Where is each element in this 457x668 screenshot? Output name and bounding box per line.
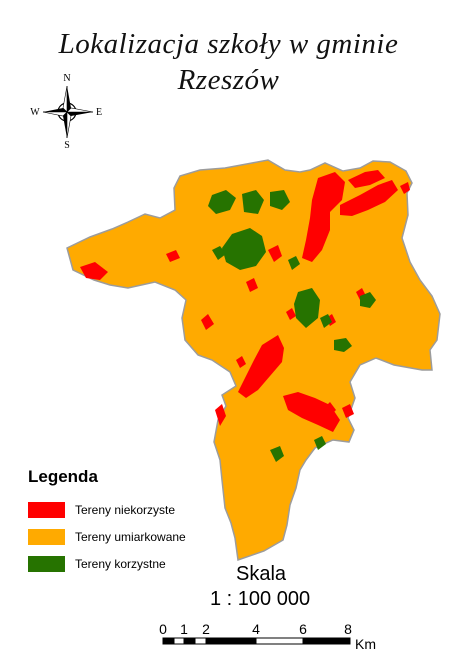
- scale-title: Skala: [236, 563, 287, 585]
- legend-label-favorable: Tereny korzystne: [75, 557, 166, 571]
- compass-w-label: W: [30, 107, 40, 118]
- legend-swatch-favorable: [28, 556, 65, 572]
- legend-label-unfavorable: Tereny niekorzyste: [75, 503, 176, 517]
- scale-tick-1: 1: [180, 621, 188, 637]
- compass-e-label: E: [96, 107, 102, 118]
- scale-tick-0: 0: [159, 621, 167, 637]
- compass-rose-icon: N S W E: [30, 73, 102, 150]
- scale-unit: Km: [355, 636, 376, 652]
- municipality-area: [66, 159, 441, 562]
- map-title-line-2: Rzeszów: [177, 64, 280, 96]
- legend-swatch-unfavorable: [28, 502, 65, 518]
- favorable-areas: [208, 190, 376, 462]
- legend-title: Legenda: [28, 467, 98, 486]
- legend-label-moderate: Tereny umiarkowane: [75, 530, 186, 544]
- compass-n-label: N: [63, 73, 70, 84]
- scale-ratio: 1 : 100 000: [210, 588, 311, 610]
- scale-tick-2: 2: [202, 621, 210, 637]
- scale-tick-4: 4: [252, 621, 260, 637]
- compass-s-label: S: [64, 140, 70, 150]
- scale-tick-8: 8: [344, 621, 352, 637]
- scale-tick-6: 6: [299, 621, 307, 637]
- map-title-line-1: Lokalizacja szkoły w gminie: [58, 28, 399, 60]
- legend-swatch-moderate: [28, 529, 65, 545]
- unfavorable-areas: [80, 170, 410, 432]
- scale-bar: 0 1 2 4 6 8 Km: [159, 621, 376, 652]
- map-title: Lokalizacja szkoły w gminie Rzeszów: [0, 26, 457, 98]
